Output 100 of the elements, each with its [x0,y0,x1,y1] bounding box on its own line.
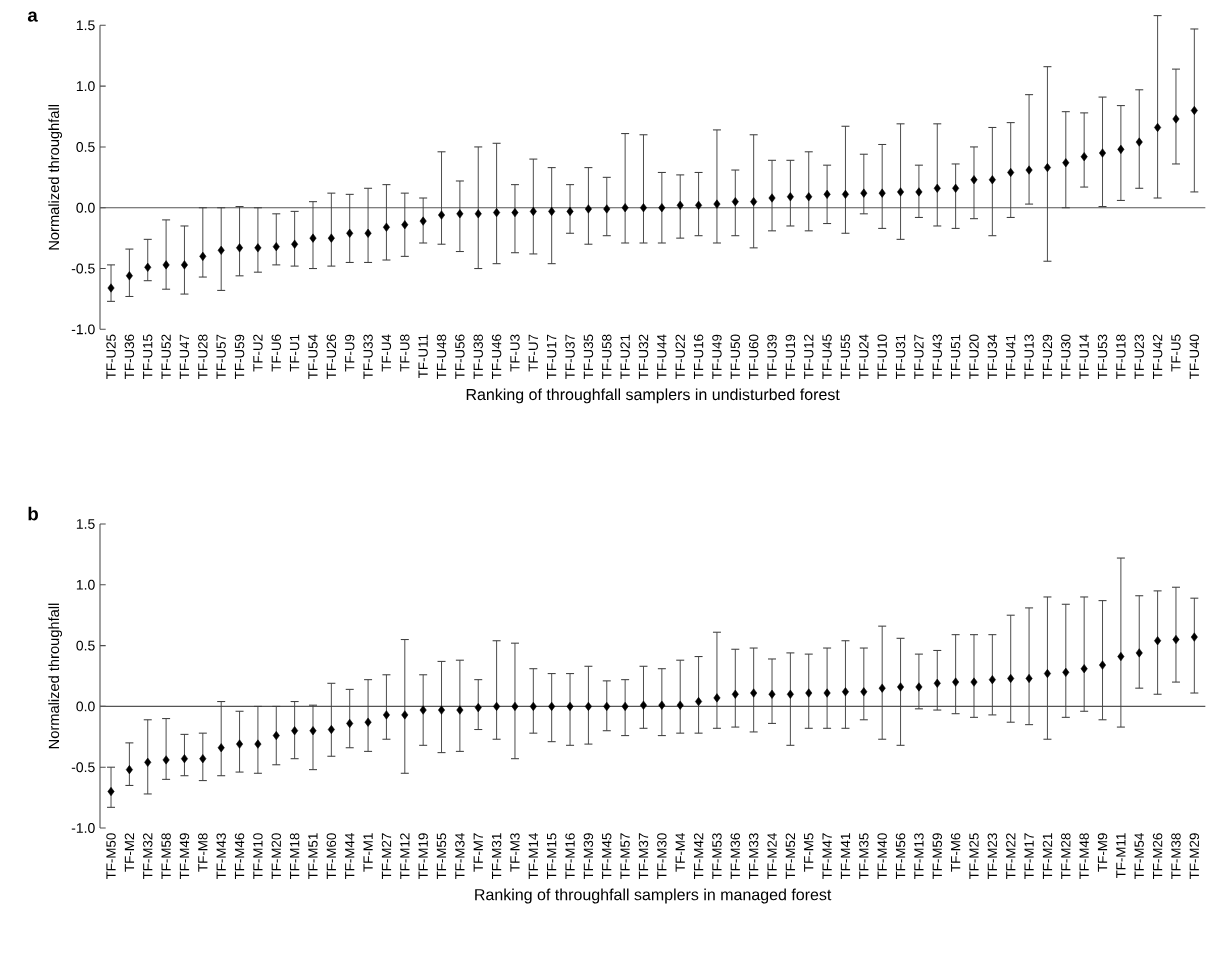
x-tick-label: TF-U46 [491,334,502,379]
point [236,739,244,749]
x-tick-label: TF-U52 [161,334,171,379]
x-tick-label: TF-M27 [381,833,392,880]
point [988,675,996,685]
x-tick-label: TF-M15 [547,833,557,880]
point [125,271,133,281]
x-tick-label: TF-U21 [620,334,630,379]
y-tick-label: 1.0 [76,579,95,590]
x-tick-label: TF-M16 [565,833,575,880]
point [1135,137,1143,147]
point [1190,632,1198,642]
point [566,206,574,216]
x-tick-label: TF-M36 [730,833,741,880]
point [125,765,133,775]
point [842,687,849,697]
x-tick-label: TF-M7 [473,833,483,872]
point [640,700,647,710]
point [842,189,849,199]
x-tick-label: TF-M5 [804,833,814,872]
x-tick-label: TF-M32 [143,833,153,880]
x-tick-label: TF-M11 [1116,833,1126,879]
x-tick-label: TF-U25 [106,334,116,379]
point [1062,158,1070,168]
point [1080,152,1088,162]
x-tick-label: TF-U38 [473,334,483,379]
x-tick-label: TF-U54 [308,334,318,379]
point [529,701,537,711]
x-tick-label: TF-U12 [804,334,814,379]
point [456,705,464,715]
x-tick-label: TF-M38 [1171,833,1181,880]
point [933,678,941,688]
x-tick-label: TF-U30 [1061,334,1071,379]
point [603,701,611,711]
x-axis-title: Ranking of throughfall samplers in undisturbed forest [466,388,840,404]
point [346,718,354,728]
x-tick-label: TF-M54 [1134,833,1144,880]
x-tick-label: TF-U32 [638,334,649,379]
x-tick-label: TF-U14 [1079,334,1089,379]
y-tick-label: 0.5 [76,141,95,152]
x-tick-label: TF-U42 [1152,334,1163,379]
x-tick-label: TF-U13 [1024,334,1034,379]
point [1007,673,1015,683]
point [493,701,501,711]
point [327,724,335,735]
x-tick-label: TF-U39 [767,334,777,379]
point [162,260,170,270]
x-tick-label: TF-M26 [1152,833,1163,880]
point [1117,652,1125,662]
x-tick-label: TF-M14 [528,833,538,880]
x-tick-label: TF-M47 [822,833,832,880]
point [548,206,556,216]
x-tick-label: TF-M57 [620,833,630,880]
point [254,243,262,253]
point [474,703,482,713]
point [952,677,960,687]
point [529,206,537,216]
point [1007,167,1015,177]
point [327,233,335,243]
point [768,193,776,203]
point [988,175,996,185]
x-tick-label: TF-U2 [253,334,263,372]
point [1080,664,1088,674]
point [915,682,923,692]
point [1172,114,1180,124]
x-tick-label: TF-M24 [767,833,777,880]
x-tick-label: TF-M41 [840,833,851,880]
x-tick-label: TF-U56 [455,334,465,379]
x-tick-label: TF-M50 [106,833,116,880]
y-tick-label: 1.0 [76,81,95,92]
x-axis-title: Ranking of throughfall samplers in managed forest [475,888,832,904]
x-tick-label: TF-U20 [969,334,979,379]
x-tick-label: TF-U22 [675,334,685,379]
x-tick-label: TF-U7 [528,334,538,372]
point [584,701,592,711]
x-tick-label: TF-U34 [987,334,998,379]
point [878,188,886,198]
point [107,786,115,797]
point [1190,105,1198,115]
x-tick-label: TF-U40 [1189,334,1200,379]
x-tick-label: TF-M13 [914,833,924,880]
x-tick-label: TF-M33 [748,833,759,880]
x-tick-label: TF-U37 [565,334,575,379]
point [676,700,684,710]
point [915,187,923,197]
x-tick-label: TF-M25 [969,833,979,880]
x-tick-label: TF-U16 [693,334,704,379]
point [382,222,390,232]
x-tick-label: TF-U35 [583,334,594,379]
x-tick-label: TF-U50 [730,334,741,379]
point [695,200,703,210]
y-tick-label: 0.0 [76,701,95,712]
x-tick-label: TF-M59 [932,833,942,880]
x-tick-label: TF-U33 [363,334,373,379]
point [291,239,299,249]
x-tick-label: TF-U51 [950,334,961,379]
x-tick-label: TF-U29 [1042,334,1053,379]
point [401,710,409,720]
x-tick-label: TF-M18 [289,833,300,880]
point [1043,669,1051,679]
